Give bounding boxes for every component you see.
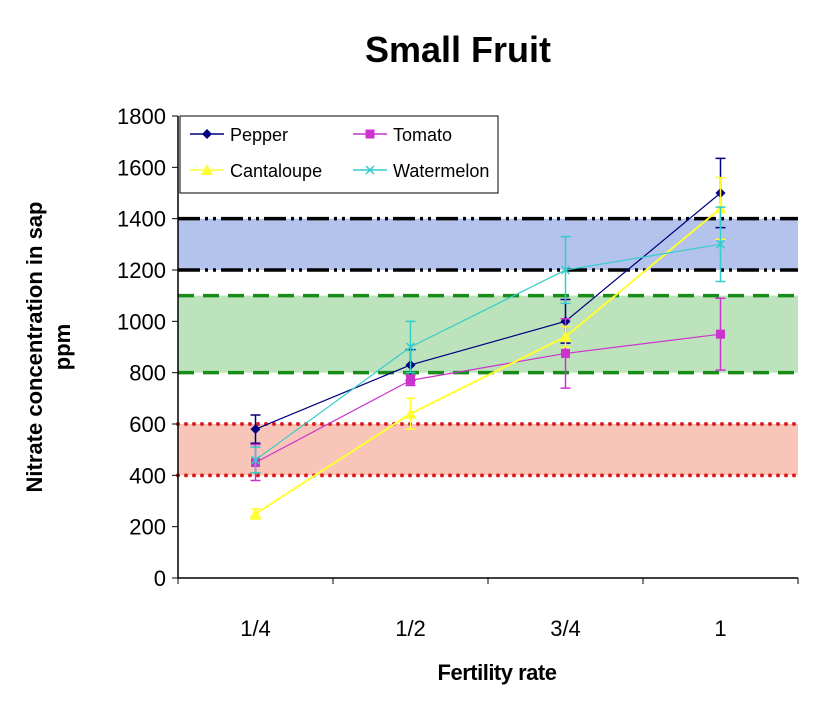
legend-marker bbox=[365, 129, 375, 139]
series-line bbox=[254, 207, 722, 515]
data-point bbox=[560, 265, 571, 275]
plot-area: 0 200 400 600 800 1000 1200 1400 1600 1800 1/4 1/2 3… bbox=[117, 104, 800, 641]
data-point bbox=[561, 348, 570, 358]
y-tick-label: 1400 bbox=[117, 207, 166, 232]
band-fill bbox=[178, 295, 798, 373]
chart-title: Small Fruit bbox=[365, 29, 551, 70]
series-line bbox=[255, 243, 721, 461]
data-point bbox=[406, 375, 415, 385]
y-tick-label: 800 bbox=[129, 361, 166, 386]
series-watermelon bbox=[250, 206, 726, 474]
data-point bbox=[716, 329, 725, 339]
legend-marker bbox=[365, 165, 375, 175]
band-fill bbox=[178, 218, 798, 270]
data-point bbox=[250, 455, 261, 465]
y-tick-label: 200 bbox=[129, 515, 166, 540]
series-line bbox=[255, 333, 721, 464]
x-tick-label: 1/4 bbox=[240, 616, 271, 641]
legend-label: Pepper bbox=[230, 125, 288, 145]
data-point bbox=[404, 407, 417, 419]
data-point bbox=[249, 507, 262, 519]
y-tick-label: 1800 bbox=[117, 104, 166, 129]
y-tick-label: 600 bbox=[129, 412, 166, 437]
y-tick-label: 400 bbox=[129, 463, 166, 488]
y-tick-label: 1200 bbox=[117, 258, 166, 283]
y-tick-label: 1000 bbox=[117, 309, 166, 334]
x-tick-label: 1/2 bbox=[395, 616, 426, 641]
y-axis-label-line2: ppm bbox=[50, 324, 75, 370]
legend-label: Cantaloupe bbox=[230, 161, 322, 181]
legend-marker bbox=[202, 129, 212, 139]
series-cantaloupe bbox=[249, 176, 727, 520]
legend-box bbox=[179, 115, 499, 194]
x-tick-label: 1 bbox=[714, 616, 726, 641]
legend-marker bbox=[201, 164, 213, 175]
data-point bbox=[715, 239, 726, 249]
legend-label: Watermelon bbox=[393, 161, 489, 181]
y-axis-label-line1: Nitrate concentration in sap bbox=[22, 202, 47, 493]
data-point bbox=[250, 424, 261, 435]
x-axis-label: Fertility rate bbox=[438, 660, 557, 685]
data-point bbox=[405, 342, 416, 352]
data-point bbox=[559, 330, 572, 342]
x-tick-label: 3/4 bbox=[550, 616, 581, 641]
legend-label: Tomato bbox=[393, 125, 452, 145]
band-fill bbox=[178, 424, 798, 476]
y-tick-label: 0 bbox=[154, 566, 166, 591]
y-tick-label: 1600 bbox=[117, 155, 166, 180]
legend: Pepper Tomato Cantaloupe Watermelon bbox=[179, 115, 499, 194]
